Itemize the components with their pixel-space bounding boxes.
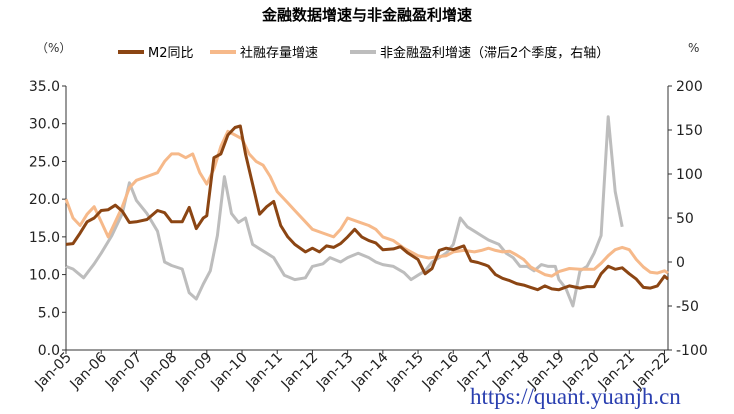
series-line-0 [65,124,669,292]
y-right-tick-label: 200 [676,79,703,95]
legend-label-0: M2同比 [148,46,194,61]
series-line-2 [65,115,624,308]
y-left-tick-label: 25.0 [29,154,60,170]
y-right-tick-label: 0 [676,255,685,271]
y-left-tick-label: 5.0 [38,305,60,321]
y-right-tick-label: 100 [676,167,703,183]
y-left-tick-label: 35.0 [29,79,60,95]
x-tick-label: Jan-07 [102,350,145,393]
x-tick-label: Jan-08 [137,350,180,393]
x-tick-label: Jan-11 [243,350,286,393]
x-tick-label: Jan-06 [67,349,111,393]
axes: 0.0 5.0 10.0 15.0 20.0 25.0 30.0 35.0 -100 -50 0 50… [29,79,708,393]
y-left-tick-label: 0.0 [38,343,60,359]
y-right-tick-label: -100 [676,343,708,359]
series-line-1 [64,129,669,278]
y-right-tick-label: 150 [676,123,703,139]
y-left-tick-label: 10.0 [29,268,60,284]
series-group [64,115,669,308]
chart-title: 金融数据增速与非金融盈利增速 [261,6,472,24]
x-tick-label: Jan-16 [419,349,463,393]
legend: M2同比 社融存量增速 非金融盈利增速（滞后2个季度，右轴） [118,45,609,61]
x-tick-label: Jan-12 [278,350,321,393]
y-left-tick-label: 15.0 [29,230,60,246]
legend-label-1: 社融存量增速 [240,45,318,61]
x-tick-label: Jan-15 [383,350,426,393]
right-axis-unit: % [688,41,699,55]
watermark: https://quant.yuanjh.cn [470,384,681,409]
x-tick-label: Jan-14 [348,349,392,393]
y-right-tick-label: 50 [676,211,694,227]
x-tick-label: Jan-10 [207,350,250,393]
x-tick-label: Jan-13 [313,350,356,393]
y-left-tick-label: 20.0 [29,192,60,208]
x-tick-label: Jan-09 [172,350,215,393]
y-left-tick-label: 30.0 [29,117,60,133]
legend-label-2: 非金融盈利增速（滞后2个季度，右轴） [380,45,609,61]
y-right-tick-label: -50 [676,299,699,315]
left-axis-unit: （%） [36,41,71,55]
